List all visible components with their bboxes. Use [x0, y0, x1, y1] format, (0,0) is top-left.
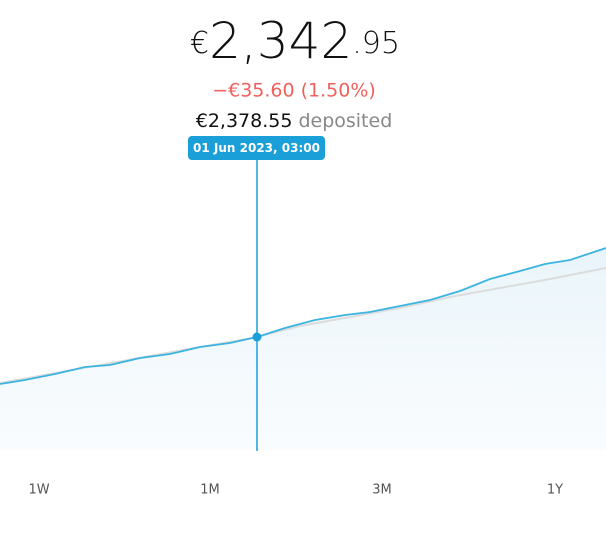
balance-fraction: .95 [352, 26, 400, 61]
period-button[interactable]: 1W [28, 483, 49, 498]
period-button[interactable]: 1M [200, 483, 220, 498]
deposited-label: deposited [298, 110, 392, 132]
balance-whole: 2,342 [209, 12, 352, 70]
period-button[interactable]: 3M [372, 483, 392, 498]
change: −€35.60 (1.50%) [212, 80, 376, 102]
balance-currency: € [190, 26, 209, 61]
value-line [0, 247, 606, 385]
tooltip-text: 01 Jun 2023, 03:00 [193, 141, 320, 155]
period-button[interactable]: 1Y [547, 483, 563, 498]
crosshair-dot [252, 332, 262, 342]
balance: €2,342.95 [190, 12, 400, 70]
area [0, 248, 606, 450]
tooltip-box [188, 136, 325, 160]
deposited-amount: €2,378.55 [196, 110, 293, 132]
deposited: €2,378.55 deposited [196, 110, 393, 132]
